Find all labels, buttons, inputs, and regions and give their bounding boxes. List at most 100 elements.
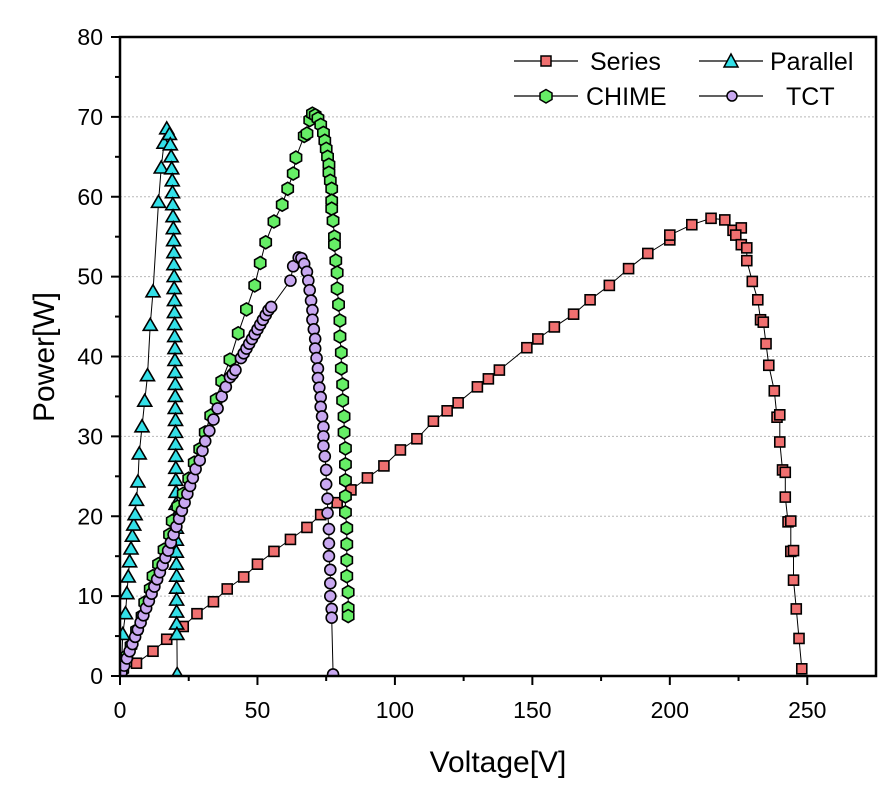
series-line: [121, 217, 803, 673]
legend-marker-square: [540, 55, 552, 67]
data-point-square: [751, 293, 764, 306]
data-point-square: [779, 491, 792, 503]
data-point-circle: [321, 492, 334, 505]
data-point-triangle: [166, 339, 184, 355]
y-tick-label: 40: [77, 344, 103, 370]
series-tct: [120, 251, 340, 677]
data-point-square: [221, 583, 234, 595]
data-point-hexagon: [338, 440, 352, 456]
legend-label-chime: CHIME: [586, 83, 667, 111]
data-point-triangle: [168, 603, 186, 618]
data-point-hexagon: [336, 377, 350, 392]
data-point-square: [493, 364, 506, 376]
data-point-square: [471, 381, 484, 393]
series-line: [120, 256, 334, 675]
data-point-triangle: [165, 232, 183, 247]
data-point-square: [567, 308, 580, 320]
data-point-square: [795, 663, 808, 675]
data-point-square: [664, 229, 676, 241]
data-point-square: [642, 247, 654, 260]
data-point-hexagon: [327, 237, 341, 253]
data-point-square: [729, 229, 742, 241]
data-point-triangle: [164, 208, 182, 223]
data-point-circle: [198, 434, 212, 448]
data-point-triangle: [130, 445, 148, 460]
data-point-triangle: [139, 367, 156, 382]
data-point-hexagon: [341, 608, 355, 624]
data-point-hexagon: [341, 584, 355, 600]
data-point-circle: [207, 413, 220, 426]
data-point-triangle: [128, 491, 145, 507]
data-point-triangle: [167, 447, 185, 463]
data-point-triangle: [125, 516, 143, 531]
data-point-square: [757, 316, 770, 328]
data-point-triangle: [120, 585, 136, 600]
data-point-triangle: [168, 579, 186, 594]
data-point-triangle: [121, 553, 139, 568]
data-point-circle: [315, 410, 329, 423]
data-point-circle: [322, 537, 336, 550]
data-point-circle: [324, 577, 337, 590]
data-point-square: [622, 262, 635, 275]
data-point-hexagon: [329, 253, 343, 269]
data-point-triangle: [166, 375, 184, 391]
x-axis-ticks: 0 50 100 150 200 250: [114, 676, 826, 723]
data-point-hexagon: [330, 265, 344, 281]
data-point-square: [378, 460, 390, 472]
data-point-hexagon: [259, 234, 273, 250]
data-point-triangle: [170, 665, 184, 677]
data-point-circle: [317, 439, 330, 453]
data-point-square: [718, 214, 731, 226]
x-axis-title: Voltage[V]: [430, 746, 567, 779]
x-tick-label: 250: [788, 697, 826, 723]
data-point-triangle: [166, 387, 184, 403]
legend-item-parallel: Parallel: [699, 48, 853, 76]
data-point-triangle: [165, 256, 183, 271]
y-axis-ticks: 0 10 20 30 40 50 60 70 80: [77, 24, 120, 689]
data-point-square: [787, 574, 800, 586]
data-point-hexagon: [334, 361, 348, 376]
data-point-hexagon: [240, 301, 253, 317]
y-tick-label: 50: [77, 264, 103, 290]
data-point-triangle: [166, 303, 183, 319]
data-point-triangle: [163, 172, 181, 187]
y-tick-label: 0: [90, 663, 103, 689]
data-point-triangle: [167, 435, 184, 451]
data-point-hexagon: [340, 568, 354, 584]
data-point-hexagon: [338, 504, 352, 520]
data-point-hexagon: [300, 126, 314, 142]
data-point-square: [584, 293, 596, 306]
data-point-square: [207, 595, 220, 608]
y-tick-label: 20: [77, 503, 103, 529]
data-point-square: [787, 544, 800, 557]
y-tick-label: 80: [77, 24, 103, 50]
data-point-square: [301, 521, 313, 534]
data-point-circle: [319, 477, 333, 491]
data-point-circle: [264, 300, 278, 314]
data-point-triangle: [165, 268, 183, 283]
data-point-triangle: [168, 567, 186, 582]
data-point-triangle: [120, 625, 132, 641]
data-point-circle: [211, 402, 224, 415]
data-point-triangle: [136, 392, 154, 408]
data-point-circle: [310, 351, 323, 365]
data-point-triangle: [166, 399, 184, 415]
legend-item-tct: TCT: [699, 83, 835, 111]
data-point-triangle: [165, 244, 183, 259]
data-point-hexagon: [338, 472, 352, 488]
data-point-hexagon: [231, 325, 245, 341]
y-tick-label: 70: [77, 104, 103, 130]
data-point-hexagon: [340, 552, 354, 568]
legend-item-chime: CHIME: [514, 83, 667, 111]
data-point-square: [284, 533, 297, 546]
legend-item-series: Series: [514, 48, 661, 76]
data-point-triangle: [167, 411, 184, 427]
data-point-square: [603, 279, 616, 292]
data-point-hexagon: [289, 150, 303, 166]
x-tick-label: 150: [513, 697, 551, 723]
data-point-square: [237, 571, 250, 583]
data-point-triangle: [126, 506, 144, 521]
legend-label-parallel: Parallel: [770, 48, 853, 76]
data-point-hexagon: [337, 408, 351, 424]
data-point-circle: [324, 563, 337, 577]
